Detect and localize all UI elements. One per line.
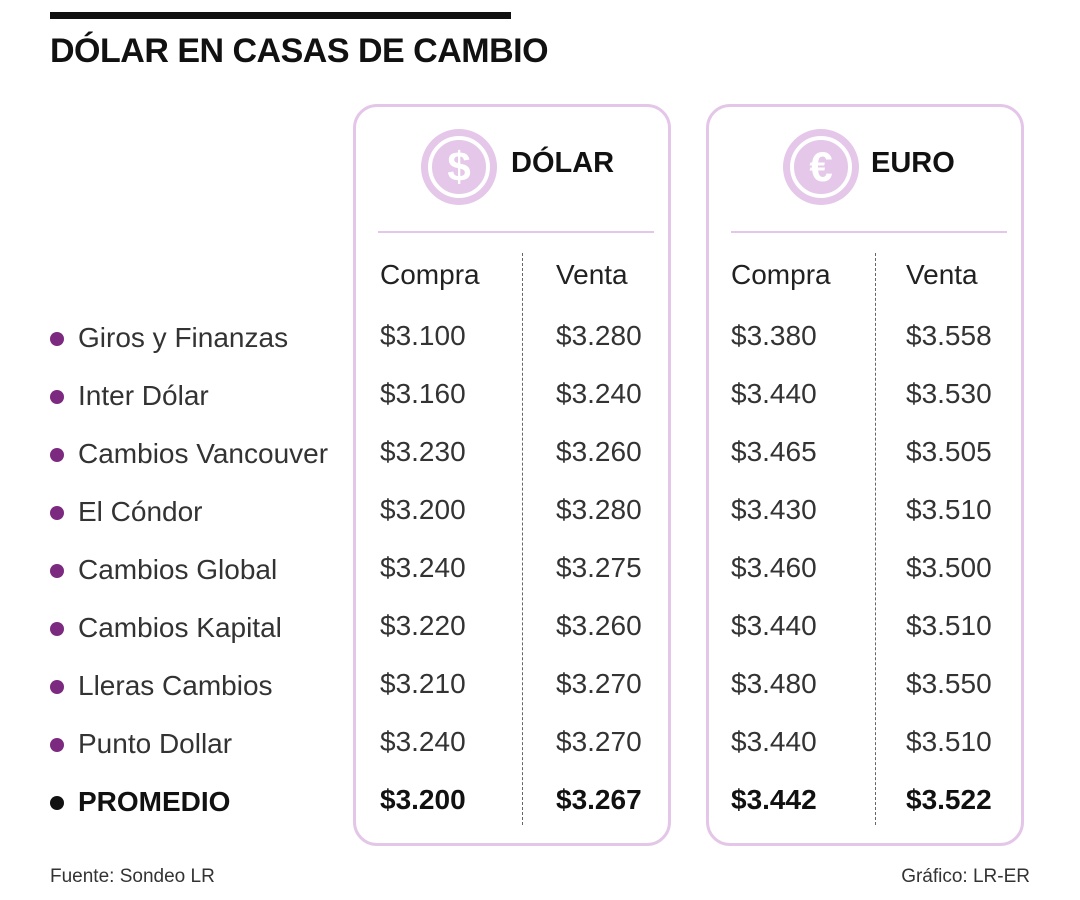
euro-sell-value: $3.500 (906, 552, 992, 583)
bullet-icon (50, 448, 64, 462)
source-note: Fuente: Sondeo LR (50, 866, 215, 887)
euro-buy-value: $3.440 (731, 610, 817, 641)
graphic-credit: Gráfico: LR-ER (901, 866, 1030, 887)
euro-sell-value: $3.530 (906, 378, 992, 409)
column-separator (875, 253, 876, 825)
bullet-icon (50, 564, 64, 578)
euro-buy-value: $3.442 (731, 784, 817, 815)
dolar-buy-value: $3.230 (380, 436, 466, 467)
bullet-icon (50, 390, 64, 404)
bullet-icon (50, 680, 64, 694)
dolar-sell-header: Venta (556, 259, 628, 290)
bullet-icon (50, 506, 64, 520)
dolar-buy-value: $3.220 (380, 610, 466, 641)
euro-sell-value: $3.550 (906, 668, 992, 699)
bullet-icon (50, 738, 64, 752)
row-label-text: Giros y Finanzas (78, 322, 289, 353)
euro-sell-value: $3.505 (906, 436, 992, 467)
euro-buy-value: $3.430 (731, 494, 817, 525)
row-label-text: Cambios Vancouver (78, 438, 329, 469)
euro-sell-value: $3.510 (906, 726, 992, 757)
row-label-text: El Cóndor (78, 496, 203, 527)
title-rule (50, 12, 511, 19)
euro-sell-value: $3.558 (906, 320, 992, 351)
dolar-sell-value: $3.280 (556, 494, 642, 525)
row-label-text: Cambios Kapital (78, 612, 282, 643)
dolar-panel: $ DÓLAR Compra Venta (353, 104, 671, 846)
dolar-sell-value: $3.275 (556, 552, 642, 583)
euro-sell-header: Venta (906, 259, 978, 290)
euro-buy-value: $3.460 (731, 552, 817, 583)
dolar-buy-value: $3.240 (380, 552, 466, 583)
dolar-buy-value: $3.100 (380, 320, 466, 351)
dollar-icon: $ (421, 129, 497, 205)
euro-buy-value: $3.440 (731, 378, 817, 409)
row-label-text: Lleras Cambios (78, 670, 273, 701)
euro-panel: € EURO Compra Venta (706, 104, 1024, 846)
euro-buy-header: Compra (731, 259, 831, 290)
dolar-buy-value: $3.160 (380, 378, 466, 409)
dolar-header: DÓLAR (511, 147, 615, 179)
euro-sell-value: $3.522 (906, 784, 992, 815)
dolar-buy-header: Compra (380, 259, 480, 290)
bullet-icon (50, 332, 64, 346)
euro-buy-value: $3.440 (731, 726, 817, 757)
dolar-buy-value: $3.200 (380, 494, 466, 525)
euro-sell-value: $3.510 (906, 494, 992, 525)
dolar-buy-value: $3.210 (380, 668, 466, 699)
dolar-sell-value: $3.240 (556, 378, 642, 409)
dolar-sell-value: $3.260 (556, 436, 642, 467)
euro-buy-value: $3.380 (731, 320, 817, 351)
bullet-icon (50, 622, 64, 636)
row-label-text: Inter Dólar (78, 380, 209, 411)
euro-buy-value: $3.465 (731, 436, 817, 467)
page-title: DÓLAR EN CASAS DE CAMBIO (50, 32, 549, 70)
dolar-sell-value: $3.270 (556, 668, 642, 699)
euro-sell-value: $3.510 (906, 610, 992, 641)
row-label-text: PROMEDIO (78, 786, 231, 817)
dolar-buy-value: $3.200 (380, 784, 466, 815)
dolar-buy-value: $3.240 (380, 726, 466, 757)
euro-buy-value: $3.480 (731, 668, 817, 699)
dolar-sell-value: $3.267 (556, 784, 642, 815)
dolar-sell-value: $3.280 (556, 320, 642, 351)
euro-icon: € (783, 129, 859, 205)
dolar-sell-value: $3.270 (556, 726, 642, 757)
bullet-icon (50, 796, 64, 810)
euro-header: EURO (871, 147, 955, 179)
row-label-text: Punto Dollar (78, 728, 233, 759)
dolar-sell-value: $3.260 (556, 610, 642, 641)
divider (378, 231, 654, 233)
row-label-text: Cambios Global (78, 554, 278, 585)
column-separator (522, 253, 523, 825)
divider (731, 231, 1007, 233)
